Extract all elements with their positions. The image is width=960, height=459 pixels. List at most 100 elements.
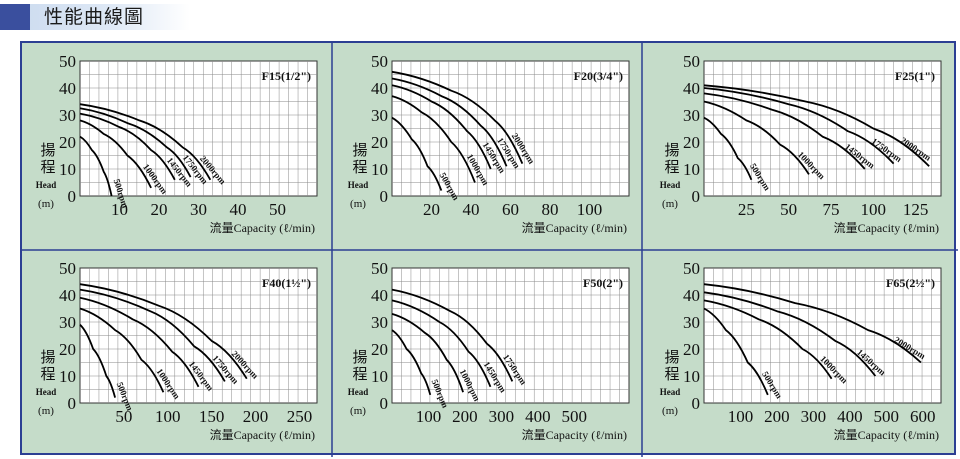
series-line [79, 103, 212, 181]
x-axis-label: 流量Capacity (ℓ/min) [522, 221, 627, 235]
series-line [391, 84, 492, 170]
chart-panel: 0 10 20 30 40 50 10 20 30 40 50 揚程 Head (m) 流量Capacity… [36, 52, 318, 235]
series-line [79, 324, 116, 398]
series-line [79, 107, 192, 178]
x-tick-label: 100 [728, 407, 754, 426]
series-line [703, 307, 769, 396]
y-tick-label: 0 [692, 187, 701, 206]
x-tick-label: 100 [861, 200, 887, 219]
y-tick-label: 30 [59, 106, 76, 125]
header-accent-square [0, 4, 30, 30]
y-tick-label: 40 [59, 79, 76, 98]
x-tick-label: 10 [111, 200, 128, 219]
y-tick-label: 50 [59, 52, 76, 71]
y-axis-unit: Head [660, 180, 681, 190]
series-line [79, 288, 226, 382]
section-header: 性能曲線圖 [0, 0, 960, 38]
header-gradient-bar [0, 4, 190, 30]
y-axis-unit: Head [348, 180, 369, 190]
x-axis-label: 流量Capacity (ℓ/min) [210, 428, 315, 442]
page-title: 性能曲線圖 [44, 6, 145, 28]
y-tick-label: 0 [68, 187, 77, 206]
x-tick-label: 600 [910, 407, 936, 426]
x-tick-label: 300 [489, 407, 515, 426]
performance-curve-grid: 0 10 20 30 40 50 10 20 30 40 50 揚程 Head (m) 流量Capacity… [20, 41, 958, 457]
y-axis-label: 程 [40, 159, 55, 176]
y-tick-label: 40 [683, 79, 700, 98]
series-line [391, 70, 524, 164]
series-line [703, 84, 930, 167]
y-axis-label: 揚 [40, 142, 55, 159]
y-tick-label: 10 [59, 367, 76, 386]
y-axis-label: 揚 [352, 142, 367, 159]
chart-panel: 0 10 20 30 40 50 100 200 300 400 500 600 揚程 Head (m) 流量… [660, 259, 942, 442]
y-tick-label: 40 [59, 286, 76, 305]
x-tick-label: 150 [199, 407, 225, 426]
y-axis-label: 程 [664, 159, 679, 176]
y-axis-label: 程 [352, 159, 367, 176]
chart-title: F65(2½") [886, 276, 935, 290]
y-axis-unit: Head [348, 387, 369, 397]
series-line [79, 112, 176, 181]
x-tick-label: 100 [416, 407, 442, 426]
y-axis-unit: (m) [662, 405, 678, 417]
y-tick-label: 20 [59, 133, 76, 152]
x-tick-label: 500 [874, 407, 900, 426]
series-line [79, 135, 113, 197]
chart-title: F40(1½") [262, 276, 311, 290]
x-tick-label: 25 [738, 200, 755, 219]
y-tick-label: 40 [371, 79, 388, 98]
y-tick-label: 0 [380, 394, 389, 413]
y-tick-label: 50 [371, 259, 388, 278]
x-tick-label: 20 [151, 200, 168, 219]
y-tick-label: 30 [59, 313, 76, 332]
y-tick-label: 0 [68, 394, 77, 413]
y-tick-label: 20 [371, 133, 388, 152]
x-tick-label: 125 [903, 200, 929, 219]
y-axis-unit: Head [36, 387, 57, 397]
chart-panel: 0 10 20 30 40 50 100 200 300 400 500 揚程 Head (m) 流量Cap… [348, 259, 630, 442]
x-tick-label: 50 [780, 200, 797, 219]
series-line [391, 95, 476, 183]
series-line [703, 291, 877, 377]
series-line [391, 288, 514, 382]
y-axis-label: 揚 [40, 349, 55, 366]
x-tick-label: 300 [801, 407, 827, 426]
y-tick-label: 30 [683, 313, 700, 332]
series-line [79, 296, 200, 388]
y-tick-label: 10 [371, 160, 388, 179]
x-tick-label: 100 [155, 407, 181, 426]
x-axis-label: 流量Capacity (ℓ/min) [834, 428, 939, 442]
x-tick-label: 200 [243, 407, 269, 426]
y-axis-label: 程 [664, 366, 679, 383]
y-tick-label: 30 [371, 106, 388, 125]
chart-title: F25(1") [895, 69, 935, 83]
series-line [79, 307, 165, 393]
x-tick-label: 100 [577, 200, 603, 219]
y-tick-label: 0 [380, 187, 389, 206]
y-axis-unit: Head [36, 180, 57, 190]
series-line [703, 87, 895, 165]
series-line [703, 116, 753, 181]
x-tick-label: 200 [764, 407, 790, 426]
y-axis-unit: (m) [350, 198, 366, 210]
y-tick-label: 10 [683, 367, 700, 386]
y-tick-label: 0 [692, 394, 701, 413]
x-tick-label: 60 [502, 200, 519, 219]
x-tick-label: 500 [562, 407, 588, 426]
series-line [391, 329, 432, 396]
y-axis-unit: (m) [38, 198, 54, 210]
chart-panel: 0 10 20 30 40 50 25 50 75 100 125 揚程 Head (m) 流量Capaci… [660, 52, 942, 235]
y-tick-label: 30 [683, 106, 700, 125]
series-line [703, 299, 833, 380]
y-axis-label: 程 [40, 366, 55, 383]
y-tick-label: 50 [683, 259, 700, 278]
series-line [703, 100, 810, 175]
y-tick-label: 10 [59, 160, 76, 179]
chart-title: F50(2") [583, 276, 623, 290]
chart-panel: 0 10 20 30 40 50 20 40 60 80 100 揚程 Head (m) 流量Capacit… [348, 52, 630, 235]
x-tick-label: 400 [525, 407, 551, 426]
series-line [391, 299, 492, 388]
y-tick-label: 40 [683, 286, 700, 305]
